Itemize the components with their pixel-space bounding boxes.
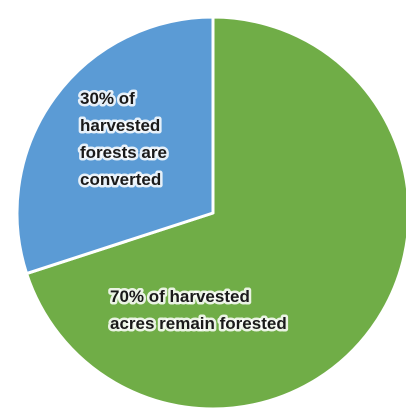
slice-label-line: forests are: [80, 143, 167, 162]
slice-label-halo: forests are: [80, 143, 167, 162]
slice-label-halo: acres remain forested: [110, 314, 287, 333]
slice-label-halo: converted: [80, 170, 161, 189]
pie-slice-remain-forested: [25, 15, 406, 409]
slice-label-halo: harvested: [80, 116, 160, 135]
slice-label-line: 30% of: [80, 89, 135, 108]
slice-label-halo: 30% of: [80, 89, 135, 108]
pie-slice-converted: [15, 15, 215, 276]
slice-label-line: acres remain forested: [110, 314, 287, 333]
pie-slices: [15, 15, 406, 409]
slice-label-line: 70% of harvested: [110, 287, 250, 306]
slice-label-line: harvested: [80, 116, 160, 135]
slice-label-line: converted: [80, 170, 161, 189]
slice-label-halo: 70% of harvested: [110, 287, 250, 306]
